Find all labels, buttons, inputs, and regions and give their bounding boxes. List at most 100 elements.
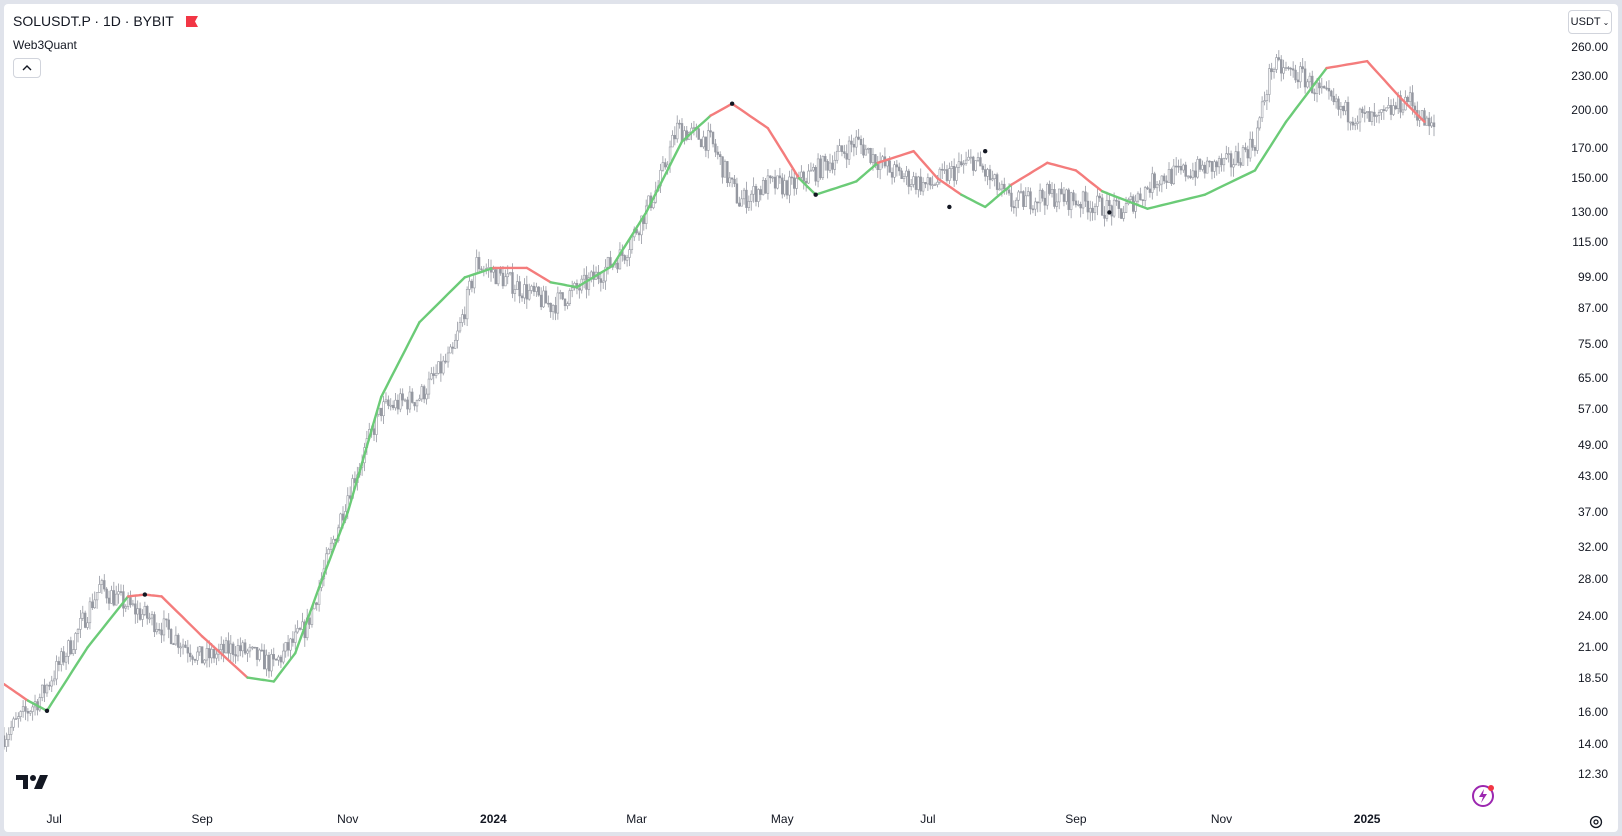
- candle-body: [850, 140, 853, 145]
- candle-body: [1248, 138, 1252, 159]
- candle-body: [265, 654, 268, 670]
- candle-body: [1399, 95, 1402, 113]
- candle-body: [1143, 187, 1147, 201]
- trend-segment: [1074, 169, 1104, 193]
- candle-body: [1060, 188, 1063, 195]
- candle-body: [406, 399, 409, 410]
- trend-segment: [418, 276, 466, 324]
- candle-body: [444, 360, 447, 363]
- candle-body: [1308, 75, 1312, 83]
- price-tick: 24.00: [1577, 608, 1608, 623]
- candle-body: [542, 290, 545, 308]
- candle-body: [272, 654, 275, 660]
- candle-body: [981, 165, 984, 170]
- candle-body: [771, 176, 774, 179]
- candle-body: [1387, 105, 1390, 109]
- candle-body: [764, 180, 767, 194]
- reversal-marker: [142, 592, 148, 597]
- candle-body: [578, 288, 581, 291]
- candle-body: [1155, 184, 1159, 189]
- candle-body: [418, 398, 421, 401]
- candle-body: [1177, 165, 1180, 168]
- trend-segment: [960, 193, 987, 209]
- candle-body: [255, 647, 259, 660]
- candle-body: [38, 697, 42, 711]
- flag-icon[interactable]: [185, 15, 198, 27]
- currency-button[interactable]: USDT ⌄: [1568, 10, 1612, 34]
- candle-body: [1430, 122, 1433, 127]
- candle-body: [411, 391, 414, 403]
- collapse-button[interactable]: [13, 58, 41, 78]
- candle-body: [274, 658, 278, 661]
- candle-body: [599, 278, 603, 283]
- candle-body: [556, 292, 560, 314]
- symbol-legend[interactable]: SOLUSDT.P · 1D · BYBIT: [13, 13, 198, 29]
- trend-segment: [645, 140, 684, 214]
- candle-body: [752, 186, 755, 195]
- candle-body: [64, 656, 68, 663]
- candle-body: [826, 161, 829, 171]
- candle-body: [821, 156, 825, 179]
- candle-body: [26, 711, 30, 714]
- candle-body: [1363, 112, 1366, 114]
- candle-body: [1129, 196, 1133, 200]
- candle-body: [943, 169, 946, 171]
- candle-body: [766, 175, 770, 194]
- candle-body: [1086, 200, 1090, 213]
- price-tick: 150.00: [1571, 171, 1608, 186]
- candle-body: [1432, 122, 1436, 128]
- candle-body: [1110, 205, 1113, 217]
- candle-body: [1003, 183, 1006, 190]
- candle-body: [761, 180, 765, 195]
- candle-body: [7, 734, 10, 740]
- candle-body: [1337, 98, 1340, 110]
- candle-body: [843, 151, 846, 154]
- tradingview-logo[interactable]: [16, 773, 50, 791]
- candle-body: [699, 139, 703, 148]
- candle-body: [530, 285, 533, 291]
- candle-body: [1189, 175, 1192, 179]
- trend-segment: [1253, 120, 1288, 172]
- candle-body: [630, 236, 634, 250]
- candle-body: [413, 402, 416, 407]
- candle-body: [339, 513, 342, 529]
- candle-body: [1170, 169, 1173, 184]
- candle-body: [389, 404, 392, 407]
- candle-body: [539, 294, 543, 308]
- candle-body: [1227, 153, 1230, 155]
- symbol-line[interactable]: SOLUSDT.P · 1D · BYBIT: [13, 13, 174, 29]
- candle-body: [1361, 108, 1364, 113]
- candle-body: [566, 303, 569, 307]
- candle-body: [198, 646, 201, 653]
- flash-icon[interactable]: [1470, 783, 1496, 809]
- candle-body: [162, 618, 166, 636]
- candle-body: [1294, 69, 1297, 81]
- candle-body: [750, 193, 753, 202]
- candle-body: [1296, 79, 1300, 83]
- candle-body: [270, 654, 273, 672]
- candle-body: [50, 680, 53, 687]
- candle-body: [468, 280, 471, 290]
- candle-body: [1198, 159, 1202, 170]
- price-tick: 14.00: [1577, 737, 1608, 752]
- candle-body: [1234, 151, 1238, 165]
- candle-body: [1124, 203, 1128, 213]
- candle-body: [1105, 200, 1109, 219]
- candle-body: [1215, 161, 1218, 168]
- candle-body: [215, 653, 218, 659]
- price-chart[interactable]: [4, 4, 1618, 832]
- candle-body: [169, 629, 173, 644]
- candle-body: [1069, 192, 1073, 210]
- candle-body: [888, 160, 891, 173]
- trend-segment: [45, 646, 89, 712]
- reversal-marker: [982, 149, 988, 154]
- candle-body: [160, 629, 163, 636]
- candle-body: [728, 177, 731, 184]
- gear-icon[interactable]: [1588, 814, 1604, 830]
- candle-body: [1048, 184, 1051, 194]
- trend-segment: [143, 593, 163, 598]
- indicator-name[interactable]: Web3Quant: [13, 38, 77, 52]
- candle-body: [1303, 68, 1307, 88]
- candle-body: [1091, 207, 1094, 214]
- candle-body: [253, 646, 256, 649]
